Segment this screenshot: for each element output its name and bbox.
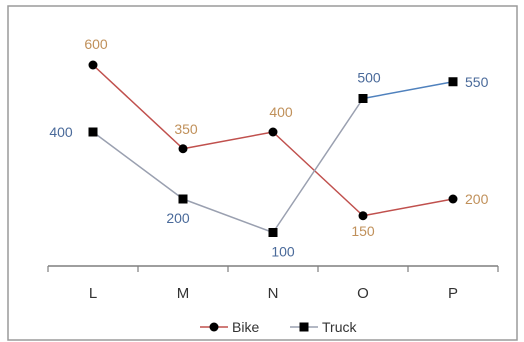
legend-label-bike: Bike bbox=[232, 319, 259, 335]
truck-line-segment bbox=[92, 131, 184, 200]
bike-point-m bbox=[178, 144, 188, 154]
legend: Bike Truck bbox=[200, 319, 357, 335]
truck-label-l: 400 bbox=[49, 124, 73, 140]
bike-label-p: 200 bbox=[465, 191, 489, 207]
truck-label-p: 550 bbox=[465, 74, 489, 90]
bike-line-segment bbox=[272, 131, 364, 217]
bike-line-segment bbox=[182, 131, 274, 150]
legend-marker-bike bbox=[209, 322, 219, 332]
truck-point-p bbox=[448, 77, 458, 87]
truck-line-segment bbox=[182, 198, 274, 234]
truck-point-o bbox=[358, 94, 368, 103]
legend-item-bike: Bike bbox=[200, 319, 259, 335]
truck-line-segment bbox=[362, 81, 454, 100]
truck-point-m bbox=[178, 194, 188, 204]
x-tick-label-p: P bbox=[448, 285, 458, 302]
truck-line-segment bbox=[272, 98, 364, 233]
bike-line-segment bbox=[362, 198, 454, 217]
truck-point-n bbox=[268, 228, 278, 237]
bike-label-l: 600 bbox=[84, 36, 108, 52]
x-axis: L M N O P bbox=[47, 265, 499, 302]
x-tick-label-o: O bbox=[357, 285, 369, 302]
bike-point-n bbox=[268, 127, 278, 137]
bike-point-l bbox=[88, 60, 98, 70]
legend-marker-truck bbox=[299, 322, 309, 332]
series-bike bbox=[88, 60, 458, 221]
truck-label-o: 500 bbox=[357, 70, 381, 86]
legend-item-truck: Truck bbox=[290, 319, 357, 335]
bike-label-o: 150 bbox=[351, 223, 375, 239]
truck-label-m: 200 bbox=[166, 210, 190, 226]
series-truck bbox=[88, 77, 458, 237]
bike-label-n: 400 bbox=[269, 104, 293, 120]
plot-area bbox=[88, 60, 458, 237]
bike-label-m: 350 bbox=[174, 121, 198, 137]
legend-label-truck: Truck bbox=[322, 319, 357, 335]
truck-point-l bbox=[88, 127, 98, 137]
x-tick-label-n: N bbox=[268, 285, 279, 302]
truck-label-n: 100 bbox=[271, 244, 295, 260]
bike-line-segment bbox=[92, 64, 184, 150]
bike-point-p bbox=[448, 194, 458, 204]
x-tick-label-l: L bbox=[89, 285, 97, 302]
data-labels: 600 350 400 150 200 400 200 100 500 550 bbox=[49, 36, 488, 260]
bike-point-o bbox=[358, 211, 368, 221]
chart-frame bbox=[7, 5, 518, 341]
x-tick-label-m: M bbox=[177, 285, 190, 302]
